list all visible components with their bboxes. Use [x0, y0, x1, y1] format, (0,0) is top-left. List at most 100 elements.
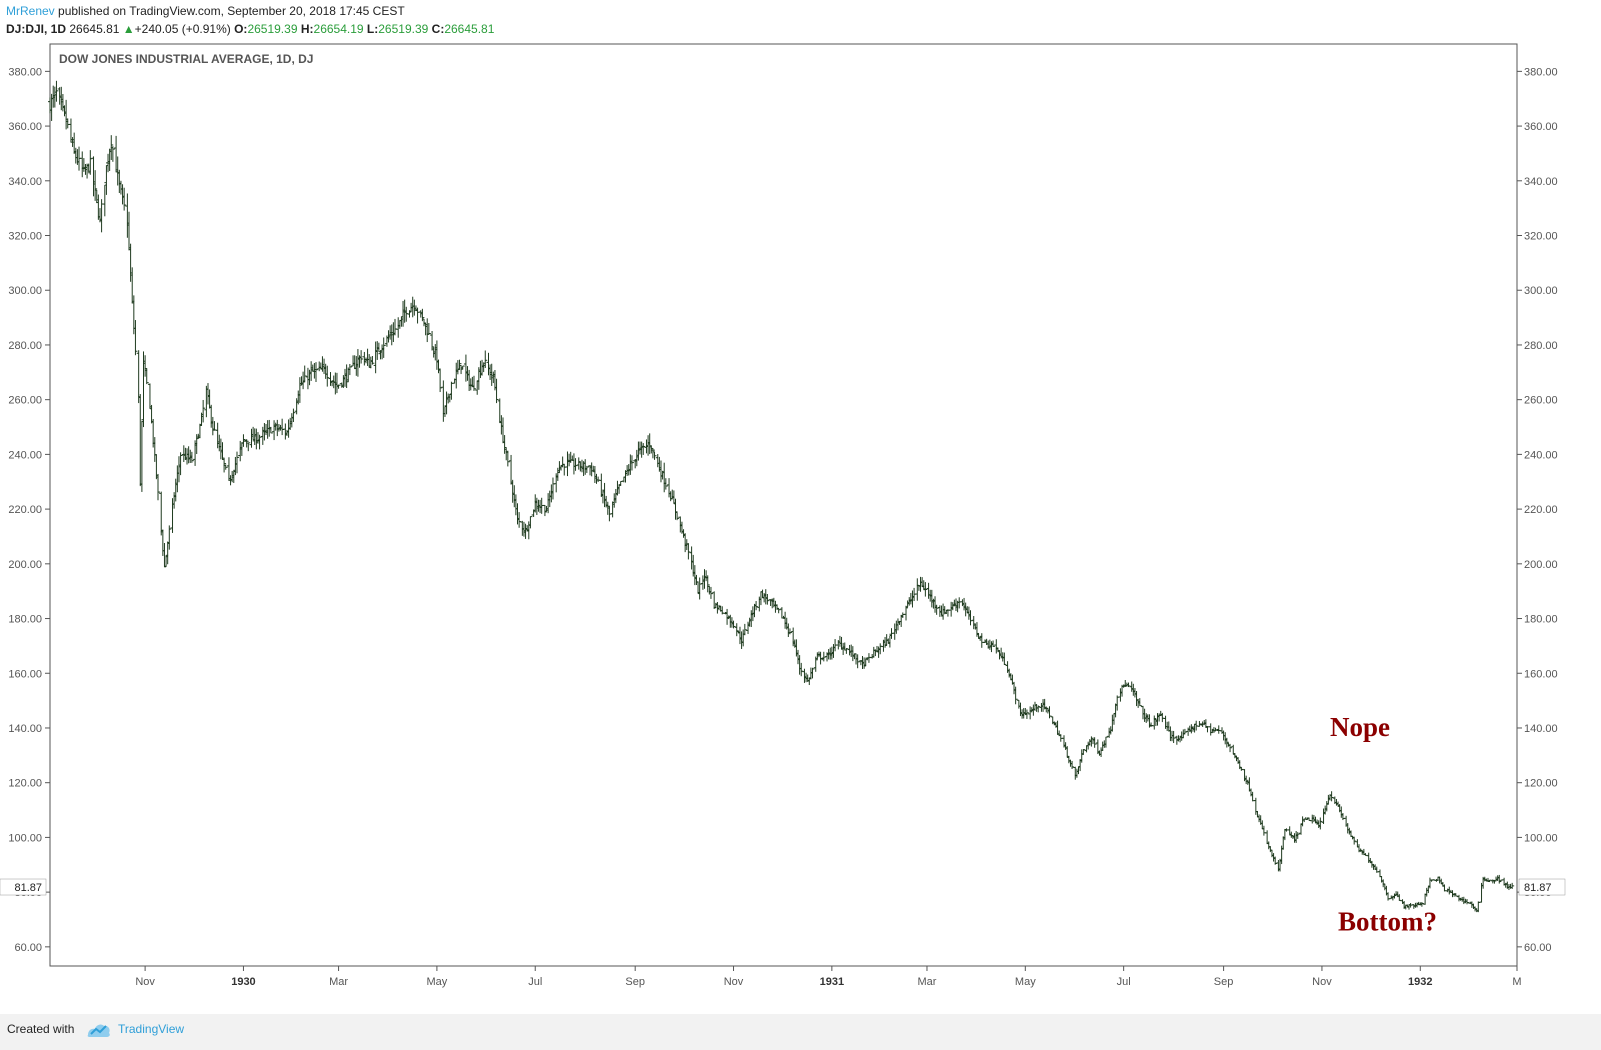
x-tick-label: Mar [917, 976, 936, 988]
y-tick-label-right: 180.00 [1524, 614, 1558, 626]
price-chart[interactable]: 60.0060.0080.0080.00100.00100.00120.0012… [0, 42, 1601, 1014]
y-tick-label-right: 300.00 [1524, 285, 1558, 297]
y-tick-label-left: 240.00 [8, 449, 42, 461]
ohlc-bar [1002, 652, 1007, 666]
y-tick-label-left: 220.00 [8, 504, 42, 516]
last-price-box-left [0, 878, 47, 896]
ohlc-bar [257, 434, 262, 450]
ohlc-bar [457, 359, 462, 371]
x-tick-label: Jul [1117, 976, 1131, 988]
x-tick-label: M [1512, 976, 1521, 988]
footer: Created with TradingView [0, 1014, 1601, 1050]
created-with-text: Created with [7, 1022, 75, 1036]
high-value: 26654.19 [313, 22, 364, 36]
ohlc-bar [1070, 760, 1075, 769]
ohlc-bar [1103, 736, 1108, 748]
ohlc-bar [133, 320, 138, 356]
ohlc-bars [48, 80, 1515, 913]
ohlc-bar [1453, 893, 1458, 897]
ohlc-bar [1081, 749, 1086, 755]
last-price-label-left: 81.87 [14, 882, 42, 894]
x-tick-label: Jul [528, 976, 542, 988]
y-tick-label-left: 260.00 [8, 395, 42, 407]
ohlc-bar [742, 623, 747, 636]
y-tick-label-right: 340.00 [1524, 176, 1558, 188]
y-tick-label-right: 320.00 [1524, 231, 1558, 243]
ohlc-bar [576, 457, 581, 470]
y-tick-label-left: 120.00 [8, 778, 42, 790]
y-tick-label-left: 60.00 [14, 942, 42, 954]
y-tick-label-left: 380.00 [8, 66, 42, 78]
tradingview-logo-icon[interactable] [86, 1021, 112, 1039]
ohlc-bar [528, 516, 533, 529]
published-text: published on TradingView.com, September … [54, 4, 405, 18]
ohlc-bar [542, 504, 547, 517]
ohlc-bar [991, 640, 996, 647]
symbol-label[interactable]: DJ:DJI, 1D [6, 22, 67, 36]
ohlc-bar [1036, 705, 1041, 713]
y-tick-label-right: 120.00 [1524, 778, 1558, 790]
last-price-box-right [1518, 878, 1566, 896]
high-label: H: [300, 22, 314, 36]
ohlc-bar [235, 451, 240, 474]
x-tick-label: 1931 [820, 976, 844, 988]
ohlc-bar [302, 365, 307, 383]
x-tick-label: Nov [1312, 976, 1332, 988]
y-tick-label-right: 240.00 [1524, 449, 1558, 461]
y-tick-label-right: 220.00 [1524, 504, 1558, 516]
ohlc-bar [246, 442, 251, 452]
x-tick-label: May [1015, 976, 1036, 988]
y-tick-label-left: 320.00 [8, 231, 42, 243]
ohlc-bar [471, 375, 476, 391]
ohlc-bar [347, 363, 352, 376]
y-tick-label-right: 360.00 [1524, 121, 1558, 133]
last-price: 26645.81 [69, 22, 120, 36]
publish-info: MrRenev published on TradingView.com, Se… [6, 4, 405, 18]
ohlc-bar [1228, 743, 1233, 753]
x-tick-label: May [427, 976, 448, 988]
ohlc-bar [505, 450, 510, 467]
y-tick-label-right: 260.00 [1524, 395, 1558, 407]
ohlc-bar [370, 356, 375, 365]
ohlc-bar [1431, 879, 1436, 881]
ohlc-bar [156, 473, 161, 501]
y-tick-label-right: 160.00 [1524, 668, 1558, 680]
y-tick-label-right: 100.00 [1524, 832, 1558, 844]
ohlc-bar [787, 628, 792, 635]
ohlc-bar [144, 368, 149, 385]
x-tick-label: Sep [625, 976, 645, 988]
ohlc-bar [1487, 879, 1492, 883]
low-label: L: [366, 22, 379, 36]
low-value: 26519.39 [378, 22, 429, 36]
y-tick-label-left: 160.00 [8, 668, 42, 680]
ohlc-bar [1273, 856, 1278, 865]
author-link[interactable]: MrRenev [6, 4, 55, 18]
tradingview-link[interactable]: TradingView [118, 1022, 185, 1036]
ohlc-bar [1126, 682, 1131, 688]
ohlc-bar [584, 465, 589, 473]
y-tick-label-right: 60.00 [1524, 942, 1552, 954]
ohlc-bar [1419, 902, 1424, 907]
ohlc-bar [1182, 728, 1187, 734]
ohlc-bar [776, 608, 781, 614]
up-arrow-icon: ▲ [122, 22, 135, 36]
ohlc-bar [381, 337, 386, 358]
y-tick-label-right: 140.00 [1524, 723, 1558, 735]
ohlc-bar [1047, 706, 1052, 719]
plot-area [49, 43, 1518, 967]
ohlc-bar [1324, 801, 1329, 812]
ohlc-bar [336, 384, 341, 389]
ohlc-bar [675, 511, 680, 521]
ohlc-bar [754, 601, 759, 611]
y-tick-label-right: 280.00 [1524, 340, 1558, 352]
ohlc-bar [1224, 737, 1229, 748]
y-tick-label-left: 340.00 [8, 176, 42, 188]
ohlc-bar [765, 594, 770, 605]
y-tick-label-left: 180.00 [8, 614, 42, 626]
ohlc-bar [923, 582, 928, 597]
ohlc-bar [731, 620, 736, 629]
y-tick-label-left: 200.00 [8, 559, 42, 571]
ohlc-bar [223, 464, 228, 470]
ohlc-bar [494, 378, 499, 404]
x-tick-label: Mar [329, 976, 348, 988]
